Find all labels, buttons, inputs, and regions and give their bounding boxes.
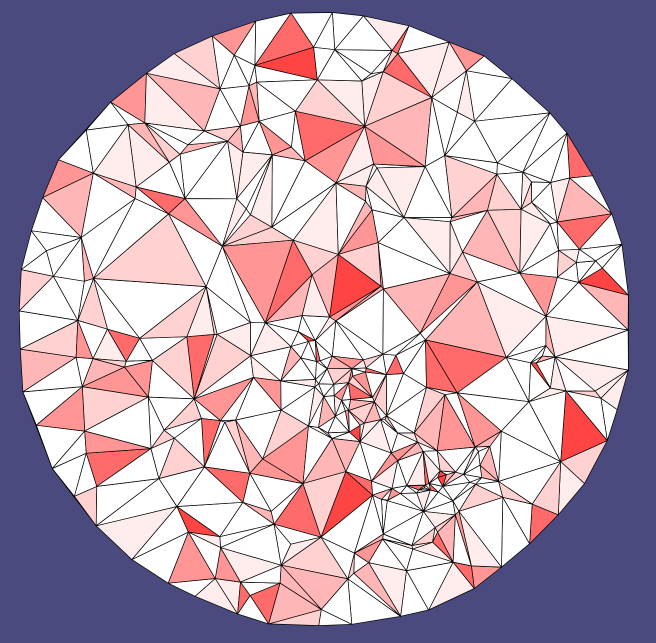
mesh-triangle [365, 353, 387, 375]
mesh-triangle [354, 494, 384, 554]
mesh-triangle [382, 332, 421, 356]
mesh-triangle [403, 166, 453, 218]
mesh-triangle [377, 217, 451, 274]
mesh-triangle [519, 208, 551, 274]
mesh-triangle [528, 387, 567, 403]
mesh-triangle [316, 360, 328, 370]
mesh-triangle [144, 122, 205, 146]
mesh-triangle [566, 132, 594, 179]
mesh-triangle [390, 441, 418, 461]
mesh-triangle [46, 237, 82, 277]
mesh-triangle [331, 438, 361, 472]
mesh-triangle [350, 397, 375, 403]
mesh-triangle [139, 286, 207, 339]
mesh-triangle [107, 328, 141, 362]
mesh-triangle [406, 485, 420, 494]
mesh-triangle [498, 481, 533, 505]
mesh-triangle [188, 531, 221, 548]
mesh-triangle [530, 345, 547, 364]
mesh-triangle [279, 564, 322, 610]
mesh-triangle [341, 400, 349, 412]
mesh-triangle [432, 527, 438, 543]
mesh-triangle [280, 380, 316, 411]
mesh-triangle [391, 460, 408, 489]
mesh-triangles [18, 12, 629, 626]
mesh-triangle [463, 446, 479, 475]
mesh-triangle [158, 466, 205, 507]
mesh-triangle [84, 430, 152, 454]
mesh-triangle [254, 46, 318, 81]
mesh-triangle [168, 213, 223, 287]
mesh-triangle [399, 492, 424, 512]
mesh-triangle [520, 171, 532, 210]
mesh-triangle [436, 450, 456, 473]
mesh-triangle [146, 72, 221, 132]
mesh-triangle [152, 336, 195, 400]
mesh-triangle [36, 386, 86, 432]
mesh-triangle [150, 437, 175, 479]
mesh-triangle [326, 368, 353, 385]
mesh-triangle [381, 488, 393, 501]
mesh-triangle [449, 221, 463, 274]
mesh-triangle [318, 383, 335, 397]
mesh-triangle [318, 396, 336, 428]
mesh-triangle [227, 140, 244, 200]
mesh-triangle [280, 536, 322, 566]
mesh-triangle [258, 110, 296, 148]
mesh-triangle [411, 541, 433, 550]
mesh-triangle [454, 510, 472, 567]
mesh-triangle [204, 421, 251, 474]
mesh-triangle [256, 79, 318, 112]
mesh-triangle [370, 50, 393, 75]
mesh-triangle [219, 54, 250, 90]
mesh-triangle [428, 470, 441, 484]
mesh-triangle [318, 427, 333, 439]
mesh-triangle [530, 362, 551, 389]
mesh-triangle [337, 242, 382, 287]
mesh-triangle [425, 483, 431, 491]
mesh-triangle [386, 387, 427, 434]
mesh-triangle [92, 358, 127, 368]
mesh-triangle [221, 208, 251, 247]
mesh-triangle [471, 565, 502, 589]
mesh-triangle [576, 248, 596, 263]
mesh-triangle [292, 239, 339, 275]
mesh-triangle [235, 419, 263, 474]
mesh-triangle [80, 172, 136, 238]
